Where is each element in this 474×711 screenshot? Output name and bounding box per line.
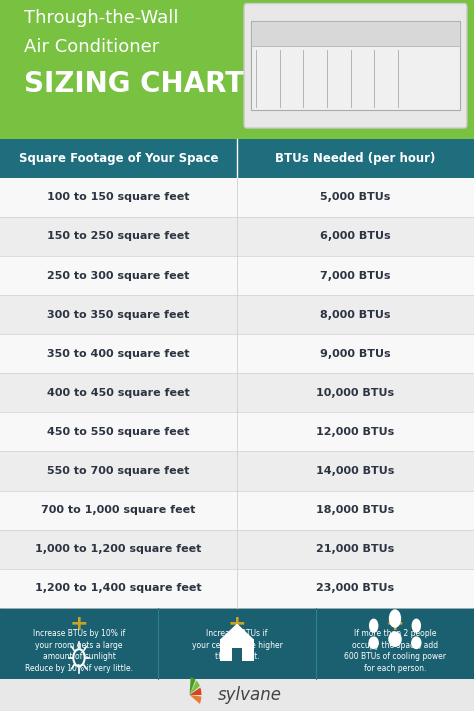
Ellipse shape (411, 636, 421, 649)
Text: +: + (386, 614, 404, 634)
Text: 10,000 BTUs: 10,000 BTUs (317, 387, 394, 398)
Text: BTUs Needed (per hour): BTUs Needed (per hour) (275, 151, 436, 165)
Text: 5,000 BTUs: 5,000 BTUs (320, 192, 391, 203)
Text: Through-the-Wall: Through-the-Wall (24, 9, 178, 26)
Bar (0, 412, 474, 451)
Wedge shape (190, 678, 195, 695)
Wedge shape (190, 695, 201, 704)
Bar (0, 608, 474, 679)
Bar (0, 569, 474, 608)
Text: +: + (228, 614, 246, 634)
Circle shape (389, 609, 401, 628)
Bar (220, 639, 254, 661)
Bar (0, 373, 474, 412)
Bar (0, 491, 474, 530)
Text: Increase BTUs by 10% if
your room gets a large
amount of sunlight
Reduce by 10% : Increase BTUs by 10% if your room gets a… (25, 629, 133, 673)
Text: 21,000 BTUs: 21,000 BTUs (316, 544, 395, 555)
Text: 6,000 BTUs: 6,000 BTUs (320, 231, 391, 242)
Text: 14,000 BTUs: 14,000 BTUs (316, 466, 395, 476)
Text: Square Footage of Your Space: Square Footage of Your Space (19, 151, 218, 165)
Text: 23,000 BTUs: 23,000 BTUs (317, 583, 394, 594)
Bar (0, 334, 474, 373)
Text: 9,000 BTUs: 9,000 BTUs (320, 348, 391, 359)
Bar (232, 648, 242, 661)
Bar (0, 178, 474, 217)
Bar (0, 217, 474, 256)
Bar (251, 21, 460, 46)
Circle shape (411, 619, 421, 633)
Text: 150 to 250 square feet: 150 to 250 square feet (47, 231, 190, 242)
Text: 8,000 BTUs: 8,000 BTUs (320, 309, 391, 320)
Wedge shape (190, 688, 201, 695)
Text: 18,000 BTUs: 18,000 BTUs (316, 505, 395, 515)
Text: 550 to 700 square feet: 550 to 700 square feet (47, 466, 190, 476)
Bar (0, 679, 474, 711)
Text: SIZING CHART: SIZING CHART (24, 70, 244, 97)
Circle shape (369, 619, 378, 633)
Text: 100 to 150 square feet: 100 to 150 square feet (47, 192, 190, 203)
Text: Air Conditioner: Air Conditioner (24, 38, 159, 55)
Bar (251, 21, 460, 110)
Text: 350 to 400 square feet: 350 to 400 square feet (47, 348, 190, 359)
Ellipse shape (368, 636, 379, 649)
Text: Increase BTUs if
your ceilings are higher
than 8 feet.: Increase BTUs if your ceilings are highe… (191, 629, 283, 661)
Bar (0, 256, 474, 295)
Text: 12,000 BTUs: 12,000 BTUs (316, 427, 395, 437)
Text: 700 to 1,000 square feet: 700 to 1,000 square feet (41, 505, 196, 515)
Text: 1,000 to 1,200 square feet: 1,000 to 1,200 square feet (35, 544, 202, 555)
Polygon shape (220, 624, 254, 639)
Wedge shape (190, 680, 200, 695)
Bar (0, 530, 474, 569)
Bar (0, 139, 474, 178)
Text: +: + (70, 614, 88, 634)
Text: 450 to 550 square feet: 450 to 550 square feet (47, 427, 190, 437)
Text: sylvane: sylvane (218, 686, 282, 704)
Ellipse shape (388, 631, 402, 647)
Text: 400 to 450 square feet: 400 to 450 square feet (47, 387, 190, 398)
Text: 1,200 to 1,400 square feet: 1,200 to 1,400 square feet (35, 583, 202, 594)
Text: If more than 2 people
occupy the space, add
600 BTUs of cooling power
for each p: If more than 2 people occupy the space, … (344, 629, 446, 673)
FancyBboxPatch shape (244, 4, 467, 128)
Text: 7,000 BTUs: 7,000 BTUs (320, 270, 391, 281)
Bar (0, 0, 474, 139)
Text: 300 to 350 square feet: 300 to 350 square feet (47, 309, 190, 320)
Bar (0, 295, 474, 334)
Text: 250 to 300 square feet: 250 to 300 square feet (47, 270, 190, 281)
Bar (0, 451, 474, 491)
